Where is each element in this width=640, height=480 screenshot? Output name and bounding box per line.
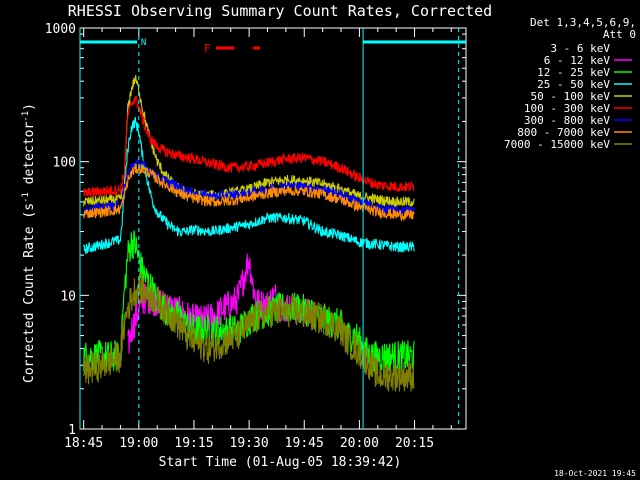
series-line-6: [83, 95, 415, 198]
legend-entry-label: 3 - 6 keV: [550, 42, 610, 55]
legend-entry-label: 7000 - 15000 keV: [504, 138, 610, 151]
footer-date: 18-Oct-2021 19:45: [554, 469, 636, 478]
x-tick-label: 19:00: [119, 436, 158, 451]
legend-entry-label: 100 - 300 keV: [524, 102, 610, 115]
legend-entry-label: 50 - 100 keV: [531, 90, 611, 103]
legend-entry-label: 25 - 50 keV: [537, 78, 610, 91]
x-tick-label: 19:15: [174, 436, 213, 451]
x-tick-label: 20:15: [395, 436, 434, 451]
y-tick-label: 1: [68, 423, 76, 438]
plot-frame: [79, 27, 467, 430]
x-tick-label: 19:45: [285, 436, 324, 451]
flare-label: F: [204, 42, 211, 55]
attenuator-label: N: [141, 38, 146, 48]
y-axis-label: Corrected Count Rate (s-1 detector-1): [21, 103, 37, 383]
legend-entry-label: 12 - 25 keV: [537, 66, 610, 79]
x-axis-label: Start Time (01-Aug-05 18:39:42): [159, 455, 402, 470]
y-tick-label: 1000: [45, 22, 76, 37]
legend-header-line: Att 0: [603, 28, 636, 41]
series-line-9: [83, 272, 415, 392]
legend-header-line: Det 1,3,4,5,6,9,: [530, 16, 636, 29]
series-line-5: [83, 74, 415, 209]
series-layer: [83, 74, 415, 414]
x-tick-label: 20:00: [340, 436, 379, 451]
legend-entry-label: 300 - 800 keV: [524, 114, 610, 127]
y-tick-label: 100: [53, 156, 76, 171]
legend-entry-label: 6 - 12 keV: [544, 54, 611, 67]
legend-entry-label: 800 - 7000 keV: [517, 126, 610, 139]
x-tick-label: 19:30: [230, 436, 269, 451]
chart-title: RHESSI Observing Summary Count Rates, Co…: [68, 2, 492, 20]
y-tick-label: 10: [60, 289, 76, 304]
x-tick-label: 18:45: [64, 436, 103, 451]
